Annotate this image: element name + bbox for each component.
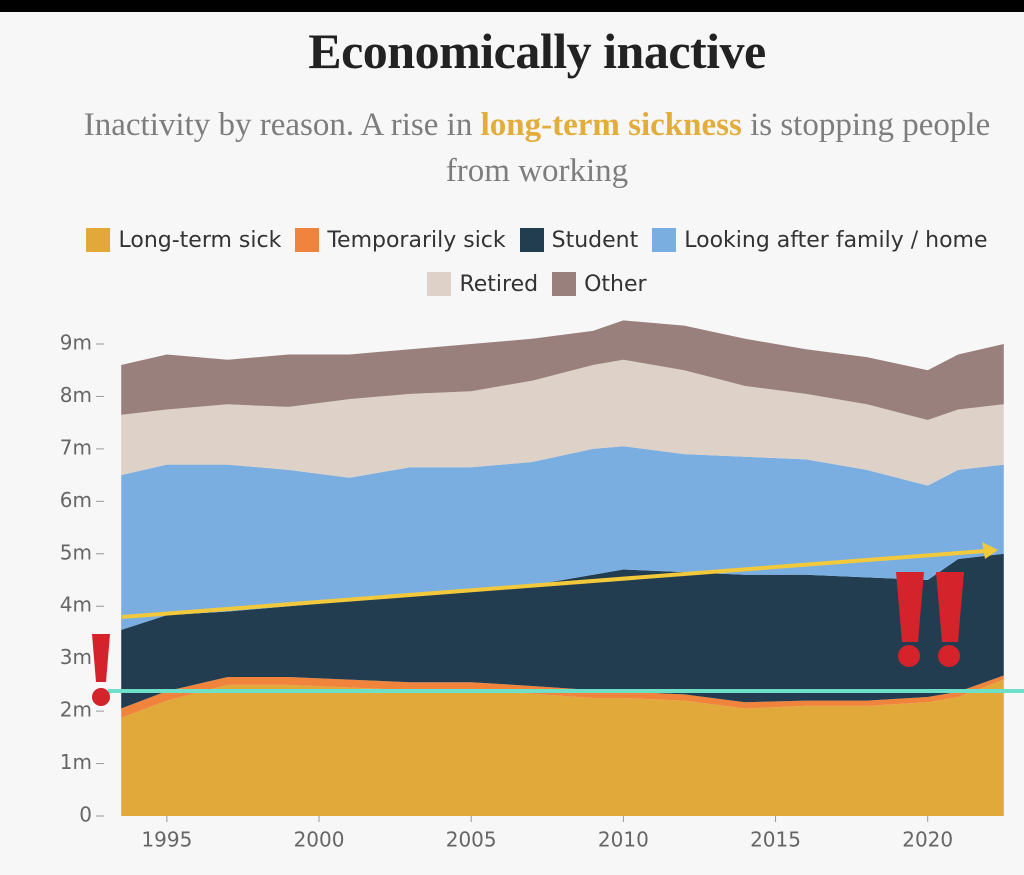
y-tick-label: 6m	[60, 488, 92, 512]
exclamation-dot	[898, 645, 920, 667]
chart-subtitle: Inactivity by reason. A rise in long-ter…	[80, 102, 994, 194]
y-tick-label: 8m	[60, 383, 92, 407]
legend-item: Retired	[427, 270, 538, 298]
legend-label: Looking after family / home	[684, 227, 988, 253]
y-tick-label: 9m	[60, 331, 92, 355]
area	[121, 359, 1004, 486]
legend-swatch	[295, 228, 320, 252]
subtitle-highlight: long-term sickness	[480, 107, 742, 143]
subtitle-text: is stopping people from working	[445, 107, 991, 189]
exclamation-dot	[938, 645, 960, 667]
legend-label: Retired	[459, 271, 539, 297]
axes: 0 1m 2m 3m 4m 5m 6m 7m 8m 9m 1995 2000 2005 2010 2015 2…	[60, 331, 953, 852]
y-tick-label: 2m	[60, 698, 92, 722]
area	[121, 679, 1004, 816]
exclamation-dot	[92, 688, 110, 706]
chart-title: Economically inactive	[308, 23, 766, 79]
legend-label: Long-term sick	[118, 227, 282, 253]
area	[121, 553, 1004, 709]
legend-label: Student	[551, 227, 639, 253]
legend-swatch	[519, 228, 544, 252]
x-tick-label: 2000	[294, 828, 345, 852]
x-tick-label: 2015	[750, 828, 801, 852]
legend-swatch	[86, 228, 111, 252]
x-tick-label: 2020	[902, 828, 953, 852]
legend-item: Student	[519, 226, 639, 254]
x-tick-label: 1995	[141, 828, 192, 852]
legend-item: Other	[552, 270, 647, 298]
annotations	[92, 542, 1024, 706]
y-tick-label: 0	[79, 803, 92, 827]
arrow-head	[982, 542, 998, 559]
legend-label: Other	[584, 271, 647, 297]
trend-arrow	[121, 549, 986, 619]
y-tick-label: 7m	[60, 435, 92, 459]
legend-item: Long-term sick	[86, 226, 281, 254]
y-tick-label: 4m	[60, 593, 92, 617]
legend: Long-term sick Temporarily sick Student Loo…	[72, 226, 1002, 298]
legend-item: Looking after family / home	[652, 226, 988, 254]
area	[121, 675, 1004, 718]
exclamation-bar	[936, 572, 964, 642]
area	[121, 446, 1004, 630]
area	[121, 320, 1004, 421]
legend-label: Temporarily sick	[327, 227, 506, 253]
plot-area	[121, 320, 1004, 816]
y-tick-label: 1m	[60, 750, 92, 774]
exclamation-bar	[896, 572, 924, 642]
legend-item: Temporarily sick	[295, 226, 506, 254]
legend-swatch	[652, 228, 677, 252]
x-tick-label: 2010	[598, 828, 649, 852]
x-tick-label: 2005	[446, 828, 497, 852]
legend-swatch	[427, 272, 452, 296]
y-tick-label: 5m	[60, 540, 92, 564]
subtitle-text: Inactivity by reason. A rise in	[83, 107, 481, 143]
exclamation-bar	[92, 634, 110, 682]
legend-swatch	[552, 272, 577, 296]
y-tick-label: 3m	[60, 645, 92, 669]
top-bar	[0, 0, 1024, 12]
